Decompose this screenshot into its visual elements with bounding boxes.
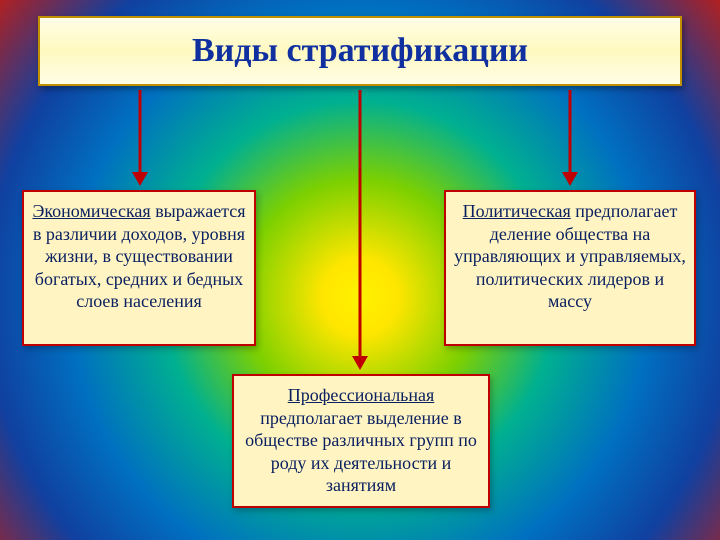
- arrow-head-to-economic: [132, 172, 148, 186]
- card-political-title: Политическая: [463, 201, 571, 221]
- arrow-head-to-professional: [352, 356, 368, 370]
- card-professional: Профессиональная предполагает выделение …: [232, 374, 490, 508]
- card-economic: Экономическая выражается в различии дохо…: [22, 190, 256, 346]
- arrow-head-to-political: [562, 172, 578, 186]
- card-professional-title: Профессиональная: [288, 385, 435, 405]
- title-text: Виды стратификации: [192, 32, 528, 70]
- card-political: Политическая предполагает деление общест…: [444, 190, 696, 346]
- card-economic-title: Экономическая: [32, 201, 150, 221]
- card-professional-body: предполагает выделение в обществе различ…: [245, 408, 477, 496]
- slide-stage: Виды стратификации Экономическая выражае…: [0, 0, 720, 540]
- title-box: Виды стратификации: [38, 16, 682, 86]
